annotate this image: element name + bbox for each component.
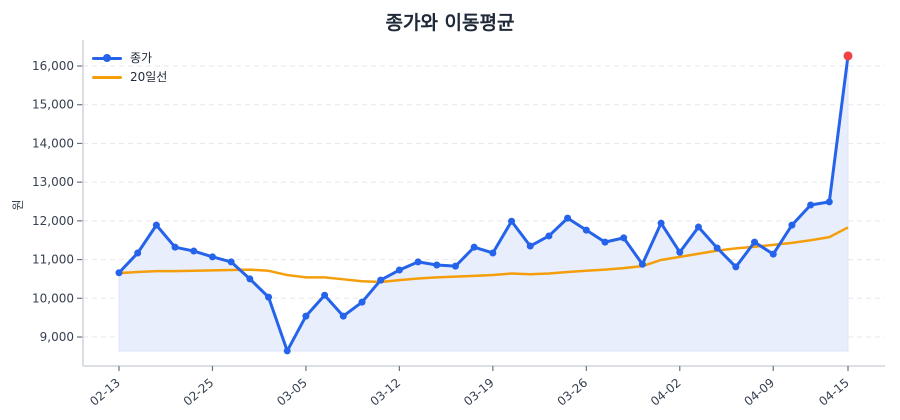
y-tick-label: 13,000 [32, 175, 74, 189]
ma-line-swatch-icon [92, 70, 122, 84]
chart-legend: 종가 20일선 [92, 48, 167, 86]
close-point [321, 291, 329, 299]
legend-item-ma20: 20일선 [92, 67, 167, 86]
close-point [807, 201, 815, 209]
close-point [620, 234, 628, 242]
close-point [470, 243, 478, 251]
close-line-swatch-icon [92, 51, 122, 65]
close-point [713, 244, 721, 252]
legend-label: 종가 [130, 51, 153, 65]
y-tick-label: 11,000 [32, 253, 74, 267]
close-point [115, 269, 123, 277]
y-axis-label: 원 [11, 199, 25, 210]
close-point [788, 221, 796, 229]
y-tick-label: 10,000 [32, 291, 74, 305]
legend-item-close: 종가 [92, 48, 167, 67]
close-point [751, 238, 759, 246]
close-point [732, 263, 740, 271]
x-tick-label: 04-02 [648, 376, 684, 409]
x-tick-label: 03-19 [461, 376, 497, 409]
latest-close-point [843, 51, 853, 61]
close-point [302, 312, 310, 320]
x-tick-label: 04-15 [816, 376, 852, 409]
x-tick-label: 02-25 [181, 376, 217, 409]
close-point [489, 249, 497, 257]
legend-label: 20일선 [130, 70, 168, 84]
x-tick-label: 03-26 [555, 376, 591, 409]
close-point [825, 198, 833, 206]
close-point [265, 293, 273, 301]
y-tick-label: 14,000 [32, 136, 74, 150]
close-point [134, 249, 142, 257]
y-tick-label: 16,000 [32, 59, 74, 73]
x-tick-label: 03-12 [368, 376, 404, 409]
y-tick-label: 12,000 [32, 214, 74, 228]
close-point [638, 260, 646, 268]
y-tick-label: 9,000 [40, 330, 74, 344]
close-point [227, 258, 235, 266]
close-point [433, 261, 441, 269]
close-point [358, 298, 366, 306]
close-point [246, 275, 254, 283]
close-point [171, 243, 179, 251]
close-point [676, 248, 684, 256]
close-point [190, 247, 198, 255]
close-point [283, 347, 291, 355]
close-line [117, 55, 850, 353]
close-point [582, 226, 590, 234]
x-tick-label: 02-13 [87, 376, 123, 409]
close-area-fill [118, 55, 849, 353]
close-point [208, 253, 216, 261]
close-point [657, 219, 665, 227]
chart-title: 종가와 이동평균 [385, 12, 515, 34]
close-point [508, 217, 516, 225]
y-tick-label: 15,000 [32, 98, 74, 112]
close-point [377, 276, 385, 284]
x-tick-label: 04-09 [741, 376, 777, 409]
close-point [564, 214, 572, 222]
close-point [451, 262, 459, 270]
close-point [395, 266, 403, 274]
close-point [414, 258, 422, 266]
close-point [545, 232, 553, 240]
close-point [339, 312, 347, 320]
x-tick-label: 03-05 [274, 376, 310, 409]
close-point [152, 221, 160, 229]
close-point [769, 250, 777, 258]
close-point [601, 238, 609, 246]
close-point [526, 242, 534, 250]
close-point [694, 223, 702, 231]
